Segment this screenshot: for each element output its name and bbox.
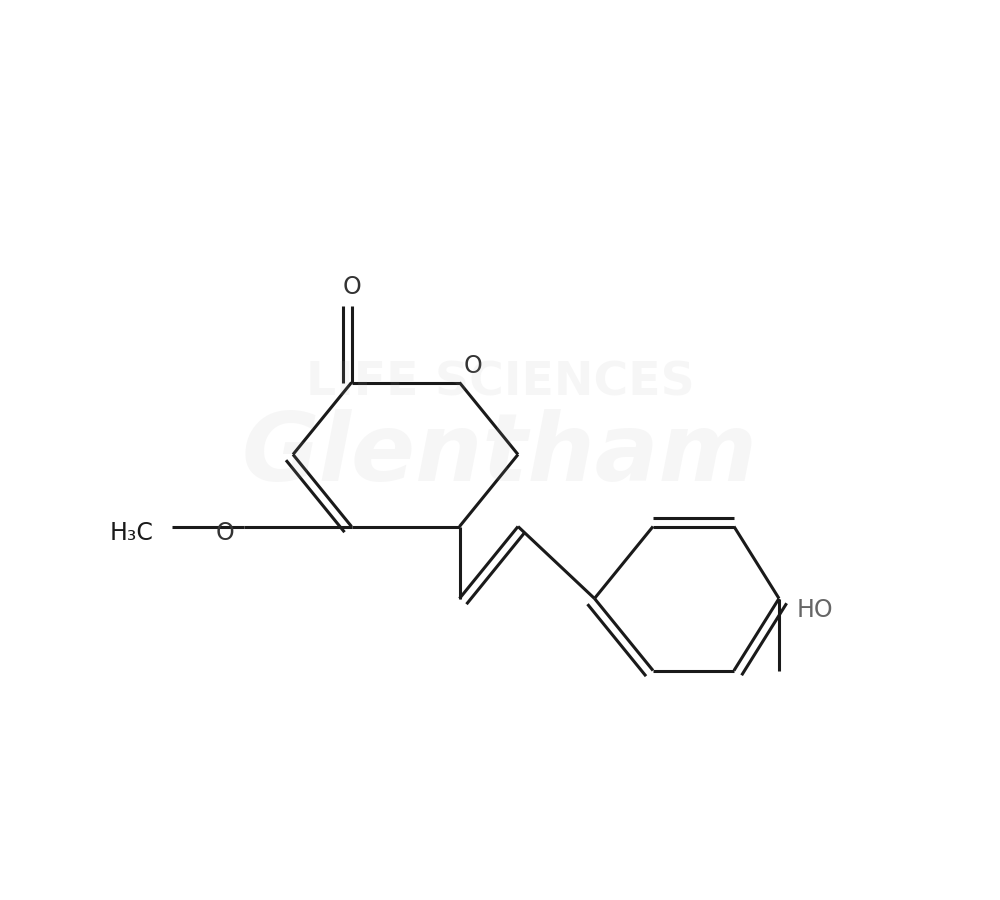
Text: O: O — [464, 354, 483, 378]
Text: LIFE SCIENCES: LIFE SCIENCES — [306, 360, 694, 405]
Text: H₃C: H₃C — [110, 521, 154, 544]
Text: HO: HO — [797, 598, 834, 622]
Text: Glentham: Glentham — [242, 409, 758, 500]
Text: O: O — [216, 521, 234, 544]
Text: O: O — [342, 274, 361, 299]
